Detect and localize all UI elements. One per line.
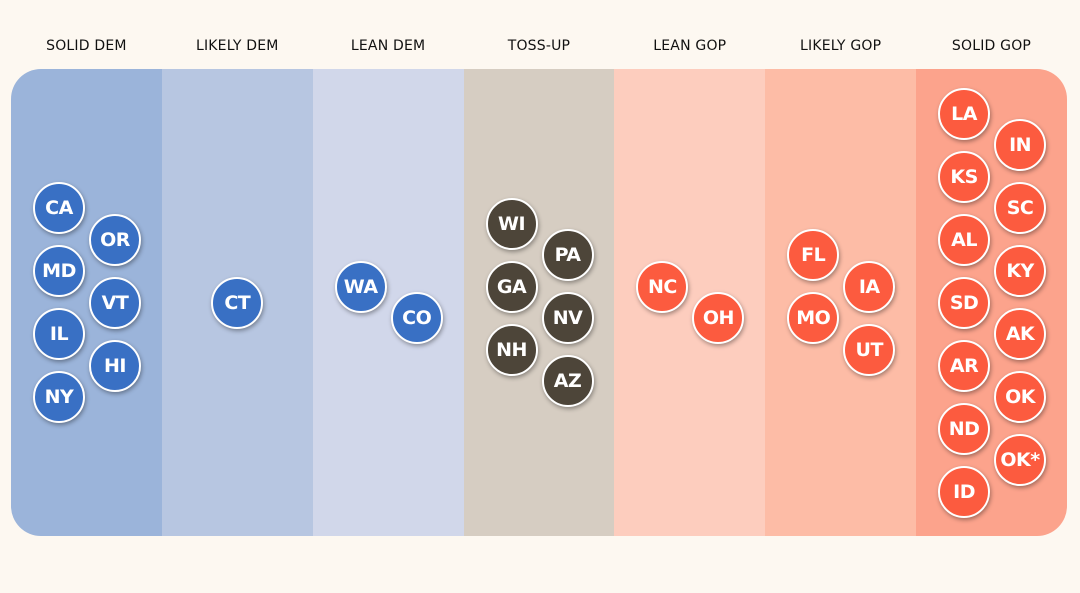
column-likely-gop: FL IA MO UT — [765, 69, 917, 536]
state-chip-nv[interactable]: NV — [541, 292, 594, 345]
state-chip-co[interactable]: CO — [390, 292, 443, 345]
state-chip-ok[interactable]: OK — [994, 371, 1047, 423]
header-lean-dem: LEAN DEM — [350, 38, 426, 54]
state-chip-ks[interactable]: KS — [938, 150, 991, 203]
state-chip-fl[interactable]: FL — [787, 229, 840, 282]
state-chip-hi[interactable]: HI — [89, 339, 141, 392]
category-headers: SOLID DEM LIKELY DEM LEAN DEM TOSS-UP LE… — [11, 38, 1067, 62]
state-chip-or[interactable]: OR — [89, 213, 141, 266]
state-chip-la[interactable]: LA — [938, 87, 991, 140]
state-chip-ia[interactable]: IA — [843, 260, 896, 313]
state-chip-nd[interactable]: ND — [938, 402, 991, 455]
state-chip-vt[interactable]: VT — [89, 276, 141, 329]
state-chip-al[interactable]: AL — [938, 213, 991, 266]
state-chip-in[interactable]: IN — [994, 119, 1047, 171]
state-chip-ak[interactable]: AK — [994, 308, 1047, 360]
column-lean-dem: WA CO — [312, 69, 464, 536]
state-chip-nh[interactable]: NH — [485, 323, 538, 376]
state-chip-id[interactable]: ID — [938, 465, 991, 518]
state-chip-ca[interactable]: CA — [33, 182, 85, 234]
header-toss-up: TOSS-UP — [507, 38, 571, 54]
header-solid-dem: SOLID DEM — [46, 38, 127, 54]
ratings-board: CA OR MD VT IL HI NY CT WA CO WI PA GA NV NH AZ NC OH… — [11, 69, 1067, 536]
column-toss-up: WI PA GA NV NH AZ — [463, 69, 615, 536]
state-chip-md[interactable]: MD — [33, 245, 85, 297]
column-likely-dem: CT — [161, 69, 313, 536]
state-chip-ky[interactable]: KY — [994, 245, 1047, 297]
state-chip-ga[interactable]: GA — [485, 260, 538, 313]
column-solid-dem: CA OR MD VT IL HI NY — [11, 69, 162, 536]
state-chip-ok-star[interactable]: OK* — [994, 434, 1047, 486]
state-chip-ut[interactable]: UT — [843, 323, 896, 376]
state-chip-sd[interactable]: SD — [938, 276, 991, 329]
header-likely-gop: LIKELY GOP — [800, 38, 882, 54]
state-chip-ar[interactable]: AR — [938, 339, 991, 392]
state-chip-il[interactable]: IL — [33, 308, 85, 360]
state-chip-mo[interactable]: MO — [787, 292, 840, 345]
state-chip-sc[interactable]: SC — [994, 182, 1047, 234]
state-chip-wa[interactable]: WA — [334, 260, 387, 313]
state-chip-ct[interactable]: CT — [211, 276, 264, 329]
state-chip-az[interactable]: AZ — [541, 355, 594, 408]
state-chip-nc[interactable]: NC — [636, 260, 689, 313]
state-chip-ny[interactable]: NY — [33, 371, 85, 423]
column-lean-gop: NC OH — [614, 69, 766, 536]
state-chip-wi[interactable]: WI — [485, 197, 538, 250]
header-lean-gop: LEAN GOP — [653, 38, 727, 54]
header-likely-dem: LIKELY DEM — [195, 38, 279, 54]
state-chip-oh[interactable]: OH — [692, 292, 745, 345]
column-solid-gop: LA IN KS SC AL KY SD AK AR OK ND OK* ID — [916, 69, 1067, 536]
header-solid-gop: SOLID GOP — [951, 38, 1032, 54]
state-chip-pa[interactable]: PA — [541, 229, 594, 282]
